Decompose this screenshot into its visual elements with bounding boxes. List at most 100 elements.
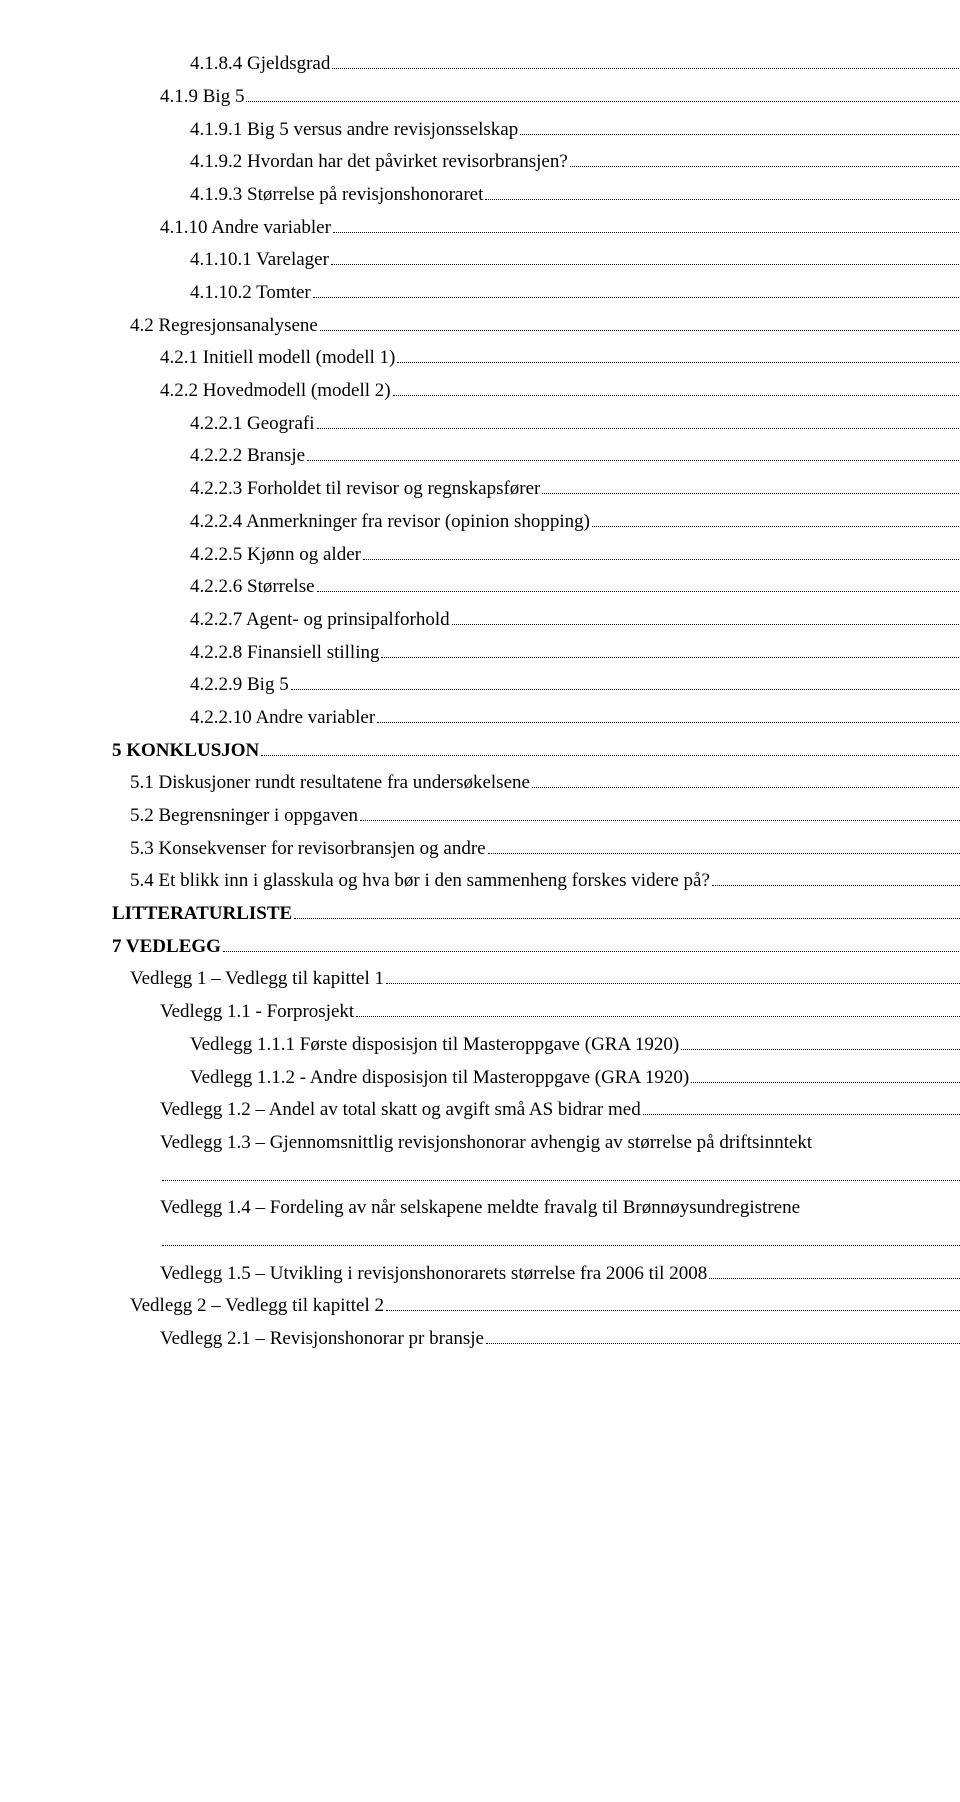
- toc-label: 5.1 Diskusjoner rundt resultatene fra un…: [130, 769, 530, 798]
- toc-entry: 4.2.2.3 Forholdet til revisor og regnska…: [112, 475, 960, 504]
- toc-label: 4.2 Regresjonsanalysene: [130, 312, 318, 341]
- toc-label: 4.2.2.9 Big 5: [190, 671, 289, 700]
- toc-entry: 5.4 Et blikk inn i glasskula og hva bør …: [112, 867, 960, 896]
- toc-entry: 4.2.2.7 Agent- og prinsipalforhold93: [112, 606, 960, 635]
- toc-entry: Vedlegg 1.4 – Fordeling av når selskapen…: [112, 1194, 960, 1255]
- toc-label: 5.3 Konsekvenser for revisorbransjen og …: [130, 835, 486, 864]
- toc-entry: 4.2.2.5 Kjønn og alder92: [112, 541, 960, 570]
- toc-label: 4.2.2.1 Geografi: [190, 410, 315, 439]
- toc-label: 4.1.9.3 Størrelse på revisjonshonoraret: [190, 181, 483, 210]
- toc-leader-dots: [520, 117, 960, 134]
- toc-leader-dots: [223, 935, 960, 952]
- toc-label: 4.1.10.1 Varelager: [190, 246, 329, 275]
- toc-leader-dots: [397, 346, 960, 363]
- toc-leader-dots: [486, 1327, 960, 1344]
- toc-label: Vedlegg 1.1 - Forprosjekt: [160, 998, 354, 1027]
- toc-entry: 4.1.9.2 Hvordan har det påvirket revisor…: [112, 148, 960, 177]
- toc-label: 4.2.2.6 Størrelse: [190, 573, 315, 602]
- toc-leader-dots: [532, 771, 960, 788]
- toc-entry: Vedlegg 1.5 – Utvikling i revisjonshonor…: [112, 1260, 960, 1289]
- toc-entry: 4.1.9.3 Størrelse på revisjonshonoraret8…: [112, 181, 960, 210]
- toc-leader-dots: [643, 1098, 960, 1115]
- toc-label: 4.2.2.4 Anmerkninger fra revisor (opinio…: [190, 508, 590, 537]
- toc-label: 7 VEDLEGG: [112, 933, 221, 962]
- toc-leader-dots: [386, 967, 960, 984]
- toc-entry: Vedlegg 2.1 – Revisjonshonorar pr bransj…: [112, 1325, 960, 1354]
- toc-label: Vedlegg 1.1.2 - Andre disposisjon til Ma…: [190, 1064, 689, 1093]
- toc-leader-dots: [709, 1261, 960, 1278]
- toc-label: 4.1.10.2 Tomter: [190, 279, 311, 308]
- toc-entry: Vedlegg 1.1 - Forprosjekt114: [112, 998, 960, 1027]
- toc-leader-dots: [294, 902, 960, 919]
- toc-entry: 5.1 Diskusjoner rundt resultatene fra un…: [112, 769, 960, 798]
- toc-leader-dots: [333, 215, 960, 232]
- toc-leader-dots: [393, 379, 960, 396]
- toc-leader-dots: [712, 869, 960, 886]
- toc-leader-dots: [162, 1229, 960, 1246]
- toc-entry: 4.2.2.6 Størrelse93: [112, 573, 960, 602]
- toc-entry: Vedlegg 1.2 – Andel av total skatt og av…: [112, 1096, 960, 1125]
- toc-leader-dots: [320, 314, 960, 331]
- toc-label: 4.1.9.1 Big 5 versus andre revisjonssels…: [190, 116, 518, 145]
- toc-entry: Vedlegg 2 – Vedlegg til kapittel 2125: [112, 1292, 960, 1321]
- toc-leader-dots: [691, 1065, 960, 1082]
- toc-entry: Vedlegg 1.3 – Gjennomsnittlig revisjonsh…: [112, 1129, 960, 1190]
- toc-entry: Vedlegg 1.1.1 Første disposisjon til Mas…: [112, 1031, 960, 1060]
- toc-entry: 4.2.1 Initiell modell (modell 1)89: [112, 344, 960, 373]
- toc-leader-dots: [162, 1163, 960, 1180]
- toc-entry: 4.2 Regresjonsanalysene85: [112, 312, 960, 341]
- toc-entry: Vedlegg 1.1.2 - Andre disposisjon til Ma…: [112, 1064, 960, 1093]
- toc-label: Vedlegg 1.3 – Gjennomsnittlig revisjonsh…: [160, 1129, 960, 1158]
- toc-entry: 4.1.10.1 Varelager85: [112, 246, 960, 275]
- toc-entry: 5.2 Begrensninger i oppgaven100: [112, 802, 960, 831]
- toc-label: 4.1.8.4 Gjeldsgrad: [190, 50, 330, 79]
- toc-leader-dots: [317, 412, 960, 429]
- toc-entry: 4.1.8.4 Gjeldsgrad83: [112, 50, 960, 79]
- toc-entry: 4.2.2.9 Big 595: [112, 671, 960, 700]
- toc-label: LITTERATURLISTE: [112, 900, 292, 929]
- toc-label: 5.2 Begrensninger i oppgaven: [130, 802, 358, 831]
- toc-entry: 4.1.10 Andre variabler85: [112, 214, 960, 243]
- toc-leader-dots: [331, 248, 960, 265]
- toc-label: 4.1.9 Big 5: [160, 83, 244, 112]
- toc-label: 4.2.2.8 Finansiell stilling: [190, 639, 379, 668]
- toc-leader-dots: [681, 1033, 960, 1050]
- toc-leader-dots: [313, 281, 960, 298]
- toc-label: 4.2.2.5 Kjønn og alder: [190, 541, 361, 570]
- toc-leader-dots: [452, 608, 960, 625]
- toc-label: Vedlegg 1 – Vedlegg til kapittel 1: [130, 965, 384, 994]
- toc-entry: 4.2.2 Hovedmodell (modell 2)90: [112, 377, 960, 406]
- toc-label: 4.2.1 Initiell modell (modell 1): [160, 344, 395, 373]
- toc-label: 4.2.2.2 Bransje: [190, 442, 305, 471]
- toc-entry: 4.1.10.2 Tomter85: [112, 279, 960, 308]
- toc-leader-dots: [246, 85, 960, 102]
- toc-entry: 5 KONKLUSJON96: [112, 737, 960, 766]
- toc-label: Vedlegg 2 – Vedlegg til kapittel 2: [130, 1292, 384, 1321]
- toc-label: 4.1.10 Andre variabler: [160, 214, 331, 243]
- toc-label: Vedlegg 2.1 – Revisjonshonorar pr bransj…: [160, 1325, 484, 1354]
- toc-label: 4.1.9.2 Hvordan har det påvirket revisor…: [190, 148, 568, 177]
- toc-leader-dots: [542, 477, 960, 494]
- toc-leader-dots: [377, 706, 960, 723]
- toc-entry: 4.1.9.1 Big 5 versus andre revisjonssels…: [112, 116, 960, 145]
- toc-leader-dots: [332, 52, 960, 69]
- toc-entry: 4.2.2.4 Anmerkninger fra revisor (opinio…: [112, 508, 960, 537]
- toc-label: Vedlegg 1.5 – Utvikling i revisjonshonor…: [160, 1260, 707, 1289]
- toc-label: Vedlegg 1.4 – Fordeling av når selskapen…: [160, 1194, 960, 1223]
- toc-label: 4.2.2.7 Agent- og prinsipalforhold: [190, 606, 450, 635]
- toc-leader-dots: [363, 542, 960, 559]
- toc-leader-dots: [381, 640, 960, 657]
- toc-leader-dots: [291, 673, 960, 690]
- toc-label: Vedlegg 1.1.1 Første disposisjon til Mas…: [190, 1031, 679, 1060]
- page-footer: Side vii: [112, 1404, 960, 1433]
- toc-entry: LITTERATURLISTE104: [112, 900, 960, 929]
- toc-leader-dots: [386, 1294, 960, 1311]
- toc-label: 4.2.2 Hovedmodell (modell 2): [160, 377, 391, 406]
- toc-leader-dots: [360, 804, 960, 821]
- toc-leader-dots: [317, 575, 960, 592]
- toc-entry: 4.1.9 Big 583: [112, 83, 960, 112]
- toc-leader-dots: [592, 510, 960, 527]
- toc-entry: 4.2.2.8 Finansiell stilling94: [112, 639, 960, 668]
- toc-label: 5.4 Et blikk inn i glasskula og hva bør …: [130, 867, 710, 896]
- toc-entry: 4.2.2.1 Geografi91: [112, 410, 960, 439]
